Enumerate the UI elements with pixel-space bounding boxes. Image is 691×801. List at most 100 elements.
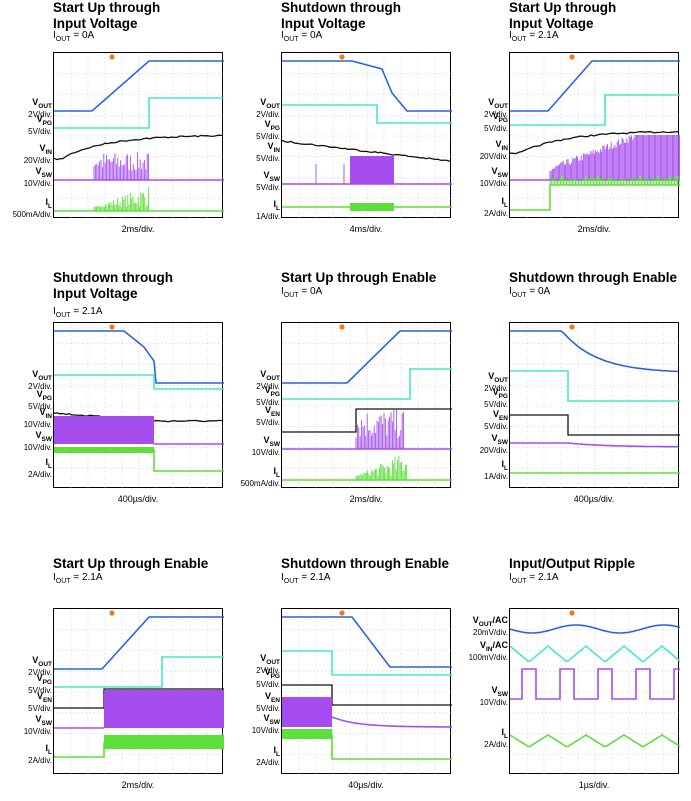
trigger-marker (339, 610, 345, 616)
scope-plot (282, 53, 452, 219)
channel-label: VOUT 2V/div. (28, 655, 52, 678)
channel-label: VSW 10V/div. (251, 713, 280, 736)
scope-panel: Start Up through Input Voltage IOUT = 0A V… (0, 0, 228, 245)
test-condition: IOUT = 2.1A (509, 30, 559, 43)
test-condition: IOUT = 0A (53, 30, 95, 43)
trace-vout (510, 60, 680, 112)
scope-panel: Shutdown through Input Voltage IOUT = 0A V… (228, 0, 456, 245)
scope-plot (54, 53, 224, 219)
channel-label: VOUT 2V/div. (256, 97, 280, 120)
test-condition: IOUT = 0A (281, 30, 323, 43)
trace-vout (54, 330, 224, 384)
channel-label: VOUT/AC 20mV/div. (472, 615, 508, 638)
channel-label: IL 2A/div. (484, 196, 508, 219)
channel-label: IL 2A/div. (256, 745, 280, 768)
scope-plot (510, 323, 680, 489)
trace-vsw-burst (355, 409, 405, 449)
trace-vsw (510, 442, 678, 448)
trace-vsw-spikes (315, 164, 345, 184)
trace-il-ripple (549, 175, 680, 185)
channel-label: VSW 10V/div. (23, 166, 52, 189)
test-condition: IOUT = 0A (509, 286, 551, 299)
scope-panel: Input/Output Ripple IOUT = 2.1A VOUT/AC 20m… (456, 556, 684, 801)
oscilloscope-screen (53, 322, 224, 489)
trace-vpg (510, 94, 680, 126)
oscilloscope-screen (281, 322, 452, 489)
trace-vpg (282, 650, 452, 676)
trace-vsw (510, 668, 680, 700)
trace-vin (510, 131, 679, 155)
trace-il-burst (355, 455, 408, 480)
oscilloscope-screen (53, 608, 224, 775)
test-condition: IOUT = 2.1A (281, 572, 331, 585)
panel-title: Start Up through Input Voltage (53, 0, 161, 31)
oscilloscope-screen (53, 52, 224, 219)
test-condition: IOUT = 2.1A (53, 306, 103, 319)
channel-label: VPG 5V/div. (484, 111, 508, 134)
trace-vsw-band (54, 416, 154, 444)
channel-label: VSW 20V/div. (479, 433, 508, 456)
oscilloscope-screen (281, 52, 452, 219)
channel-label: VPG 5V/div. (256, 385, 280, 408)
channel-label: VEN 5V/div. (256, 405, 280, 428)
trace-ven (282, 684, 452, 706)
trace-vout (282, 616, 452, 668)
scope-plot (54, 609, 224, 775)
trigger-marker (109, 324, 115, 330)
panel-title: Start Up through Input Voltage (509, 0, 617, 31)
channel-label: IL 500mA/div. (12, 197, 52, 220)
scope-panel: Start Up through Enable IOUT = 2.1A VOUT 2V… (0, 556, 228, 801)
time-scale-label: 40µs/div. (348, 780, 384, 790)
trace-vin (282, 139, 451, 163)
time-scale-label: 400µs/div. (117, 494, 159, 504)
channel-label: VPG 5V/div. (256, 667, 280, 690)
test-condition: IOUT = 0A (281, 286, 323, 299)
channel-label: VIN 20V/div. (479, 139, 508, 162)
trigger-marker (339, 54, 345, 60)
test-condition: IOUT = 2.1A (509, 572, 559, 585)
trace-vpg (282, 368, 452, 400)
channel-label: VEN 5V/div. (256, 691, 280, 714)
scope-plot (54, 323, 224, 489)
time-scale-label: 4ms/div. (349, 224, 383, 234)
channel-label: VPG 5V/div. (256, 119, 280, 142)
oscilloscope-screen (509, 52, 680, 219)
trace-vsw-band (350, 156, 394, 184)
time-scale-label: 2ms/div. (121, 224, 155, 234)
trace-vsw-burst (93, 152, 150, 180)
channel-label: VPG 5V/div. (484, 387, 508, 410)
channel-label: VOUT 2V/div. (28, 369, 52, 392)
channel-label: VPG 5V/div. (28, 114, 52, 137)
trace-il (331, 734, 452, 760)
time-scale-label: 2ms/div. (577, 224, 611, 234)
scope-panel: Shutdown through Enable IOUT = 2.1A VOUT 2V… (228, 556, 456, 801)
channel-label: VOUT 2V/div. (256, 653, 280, 676)
time-scale-label: 1µs/div. (578, 780, 610, 790)
panel-title: Start Up through Enable (53, 556, 209, 571)
oscilloscope-screen (509, 608, 680, 775)
trace-vout (510, 330, 679, 373)
channel-label: VSW 10V/div. (251, 435, 280, 458)
trigger-marker (569, 54, 575, 60)
scope-plot (282, 323, 452, 489)
trace-vin-ac (510, 644, 680, 663)
trigger-marker (339, 324, 345, 330)
channel-label: IL 2A/div. (28, 457, 52, 480)
channel-label: VIN 10V/div. (23, 407, 52, 430)
trace-vout (54, 616, 224, 670)
trace-ven (282, 408, 452, 433)
channel-label: IL 1A/div. (484, 459, 508, 482)
panel-title: Shutdown through Enable (509, 270, 677, 285)
channel-label: VOUT 2V/div. (256, 369, 280, 392)
scope-panel: Start Up through Input Voltage IOUT = 2.1… (456, 0, 684, 245)
channel-label: VSW 10V/div. (479, 685, 508, 708)
trace-vout (54, 60, 224, 112)
scope-panel: Start Up through Enable IOUT = 0A VOUT 2V/d… (228, 270, 456, 515)
channel-label: VSW 10V/div. (23, 714, 52, 737)
trace-il-band (104, 735, 224, 749)
time-scale-label: 2ms/div. (121, 780, 155, 790)
channel-label: VIN/AC 100mV/div. (468, 640, 508, 663)
oscilloscope-screen (281, 608, 452, 775)
channel-label: VSW 5V/div. (256, 170, 280, 193)
channel-label: VSW 10V/div. (23, 430, 52, 453)
